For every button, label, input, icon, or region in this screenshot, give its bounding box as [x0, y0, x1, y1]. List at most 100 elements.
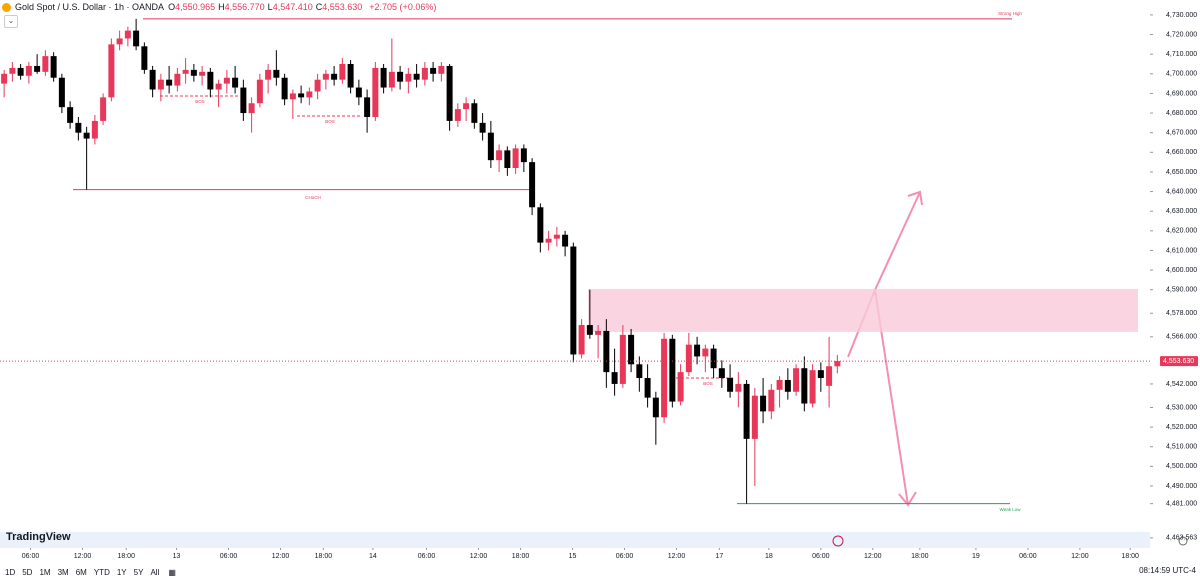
candle-body: [413, 73, 420, 80]
range-button[interactable]: 5D: [22, 567, 33, 577]
candle-body: [603, 330, 610, 373]
y-tick-label: 4,670.000: [1166, 130, 1197, 137]
candle-body: [784, 379, 791, 392]
x-tick-label: 12:00: [74, 553, 92, 560]
range-button[interactable]: 3M: [57, 567, 69, 577]
candle-body: [298, 93, 305, 98]
candle-body: [347, 63, 354, 88]
candle-body: [256, 79, 263, 104]
candle-body: [141, 46, 148, 70]
candle-body: [463, 103, 470, 110]
ohlc-key: L: [267, 2, 273, 12]
y-tick-label: 4,650.000: [1166, 169, 1197, 176]
calendar-button[interactable]: ▦: [168, 567, 176, 577]
candle-body: [677, 372, 684, 402]
level-label: Strong High: [998, 11, 1022, 16]
level-label: BOS: [195, 99, 205, 104]
y-tick-label: 4,630.000: [1166, 208, 1197, 215]
change: +2.705 (+0.06%): [369, 2, 437, 12]
candle-body: [768, 389, 775, 412]
x-tick-label: 06:00: [1019, 553, 1037, 560]
candle-body: [446, 65, 453, 121]
candle-body: [553, 234, 560, 239]
candle-body: [793, 368, 800, 392]
candle-body: [628, 334, 635, 365]
candle-body: [454, 109, 461, 121]
candle-body: [479, 122, 486, 133]
range-button[interactable]: 6M: [75, 567, 87, 577]
range-button[interactable]: 5Y: [133, 567, 144, 577]
x-tick-label: 06:00: [418, 553, 436, 560]
ohlc-value: 4,553.630: [322, 2, 363, 12]
y-tick-label: 4,690.000: [1166, 90, 1197, 97]
candle-body: [760, 395, 767, 412]
candle-body: [397, 71, 404, 82]
candle-body: [331, 73, 338, 80]
last-price-tag: [1160, 356, 1198, 367]
candle-body: [694, 344, 701, 357]
y-tick-label: 4,481.000: [1166, 500, 1197, 507]
candle-body: [545, 238, 552, 243]
bottom-band: [0, 532, 1150, 548]
x-tick-label: 12:00: [272, 553, 290, 560]
candle-body: [364, 97, 371, 117]
level-label: BOS: [703, 381, 713, 386]
candle-body: [100, 97, 107, 121]
candle-body: [636, 364, 643, 379]
candle-body: [83, 132, 90, 139]
candle-body: [91, 120, 98, 139]
candle-body: [537, 207, 544, 243]
candle-body: [58, 77, 65, 108]
candle-body: [529, 162, 536, 208]
candle-body: [611, 372, 618, 384]
x-tick-label: 12:00: [470, 553, 488, 560]
candle-body: [149, 69, 156, 90]
range-button[interactable]: 1M: [39, 567, 51, 577]
candle-body: [314, 79, 321, 92]
y-tick-label: 4,490.000: [1166, 483, 1197, 490]
candle-body: [133, 30, 140, 47]
candle-body: [174, 73, 181, 86]
x-tick-label: 18:00: [911, 553, 929, 560]
candle-body: [405, 73, 412, 82]
x-tick-label: 18: [765, 553, 773, 560]
chart: TradingView Strong High CHoCH Weak Low BOS B…: [0, 11, 1198, 560]
header: Gold Spot / U.S. Dollar · 1h · OANDA O4,…: [0, 0, 436, 14]
candle-body: [735, 383, 742, 392]
candle-body: [67, 107, 74, 123]
candle-body: [240, 87, 247, 114]
y-tick-label: 4,660.000: [1166, 149, 1197, 156]
candle-body: [727, 378, 734, 392]
candle-body: [512, 148, 519, 169]
settings-icon[interactable]: [1178, 536, 1188, 546]
ohlc-value: 4,547.410: [272, 2, 313, 12]
candle-body: [182, 69, 189, 74]
y-tick-label: 4,590.000: [1166, 287, 1197, 294]
x-tick-label: 17: [715, 553, 723, 560]
collapse-button[interactable]: ⌄: [4, 15, 18, 28]
symbol: Gold Spot / U.S. Dollar · 1h · OANDA: [15, 2, 165, 12]
candle-body: [652, 397, 659, 418]
event-icon[interactable]: [832, 535, 844, 547]
candle-body: [116, 38, 123, 45]
x-tick-label: 13: [173, 553, 181, 560]
ohlc-value: 4,556.770: [224, 2, 265, 12]
y-tick-label: 4,620.000: [1166, 228, 1197, 235]
candle-body: [562, 234, 569, 247]
x-tick-label: 12:00: [864, 553, 882, 560]
candle-body: [265, 69, 272, 80]
candle-body: [834, 361, 841, 367]
candle-body: [380, 67, 387, 88]
range-button[interactable]: 1Y: [116, 567, 127, 577]
range-button[interactable]: YTD: [93, 567, 110, 577]
candle-body: [826, 366, 833, 386]
range-button[interactable]: All: [150, 567, 160, 577]
candle-body: [504, 150, 511, 169]
range-button[interactable]: 1D: [5, 567, 16, 577]
candle-body: [586, 325, 593, 335]
candle-body: [496, 150, 503, 161]
candle-body: [578, 325, 585, 355]
x-tick-label: 18:00: [315, 553, 333, 560]
x-tick-label: 14: [369, 553, 377, 560]
candle-body: [124, 30, 131, 39]
